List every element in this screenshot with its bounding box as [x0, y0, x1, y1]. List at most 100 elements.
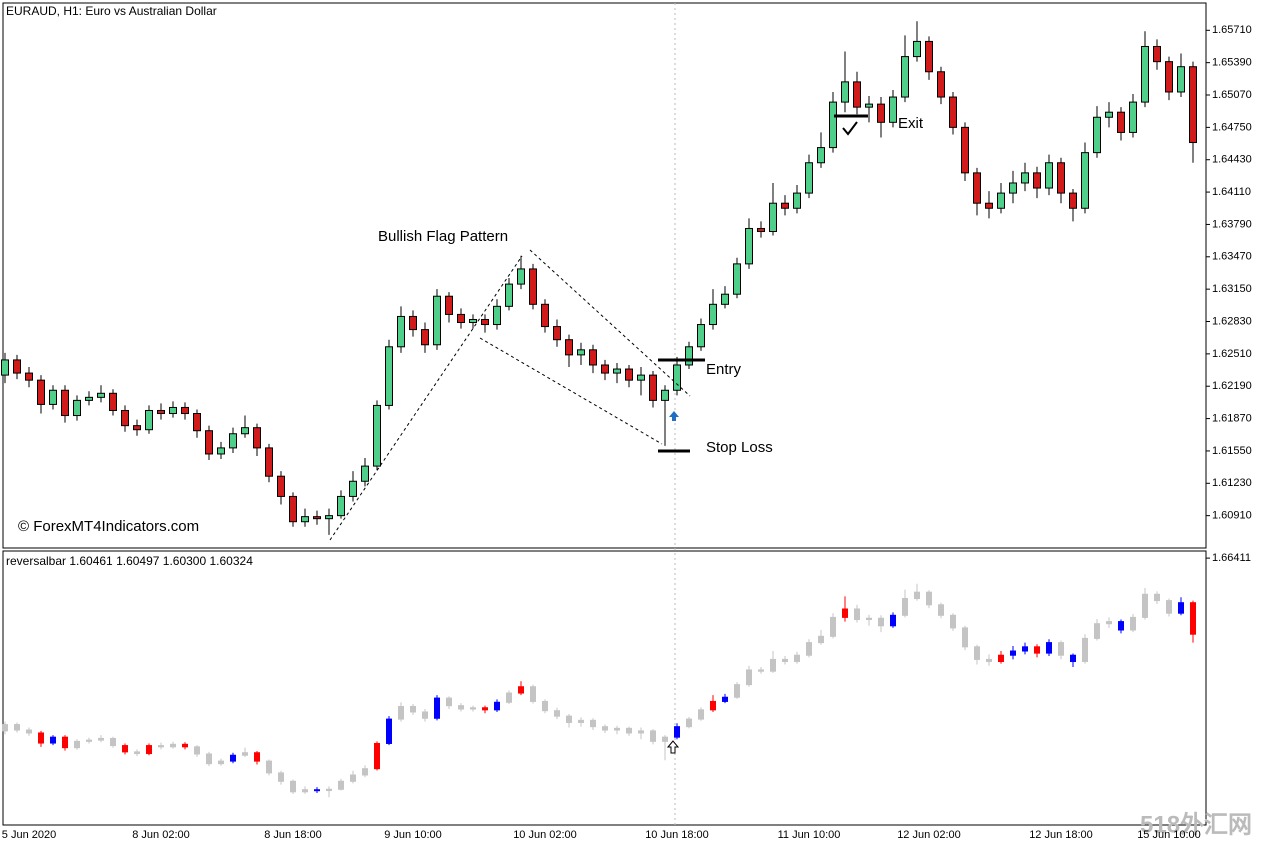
candle-body [158, 745, 164, 748]
candle-body [494, 701, 500, 711]
candle-body [901, 56, 909, 98]
candle-body [805, 162, 813, 194]
y-tick-label: 1.63150 [1212, 283, 1252, 295]
candle-body [925, 40, 933, 73]
candle-body [470, 707, 476, 710]
candle-body [421, 329, 429, 346]
candle-body [230, 754, 236, 762]
candle-body [530, 686, 536, 702]
candle-body [913, 40, 921, 58]
candle-body [169, 406, 177, 415]
x-tick-label: 11 Jun 10:00 [778, 829, 841, 841]
y-tick-label: 1.64750 [1212, 121, 1252, 133]
candle-body [1045, 162, 1053, 189]
buy-arrow [669, 411, 679, 421]
candle-body [733, 263, 741, 295]
candle-body [74, 740, 80, 749]
candle-body [709, 303, 717, 326]
candle-body [410, 705, 416, 713]
x-tick-label: 5 Jun 2020 [2, 829, 56, 841]
candle-body [1058, 642, 1064, 656]
candle-body [986, 658, 992, 663]
candle-body [902, 597, 908, 616]
candle-body [181, 406, 189, 415]
candle-body [853, 81, 861, 108]
candle-body [973, 172, 981, 204]
y-tick-label: 1.64430 [1212, 154, 1252, 166]
candle-body [830, 616, 836, 637]
candle-body [121, 409, 129, 427]
candle-body [50, 736, 56, 744]
candle-body [1033, 172, 1041, 189]
y-tick-label: 1.61870 [1212, 412, 1252, 424]
candle-body [26, 729, 32, 734]
candle-body [1130, 616, 1136, 631]
candle-body [1189, 66, 1197, 144]
candle-body [1094, 623, 1100, 639]
y-tick-label: 1.60910 [1212, 510, 1252, 522]
candle-body [170, 743, 176, 748]
candle-body [889, 96, 897, 123]
candle-body [1082, 637, 1088, 663]
candle-body [313, 516, 321, 520]
pattern-label: Bullish Flag Pattern [378, 228, 508, 245]
candle-body [578, 719, 584, 723]
candle-body [1106, 621, 1112, 625]
candle-body [613, 368, 621, 374]
candle-body [1105, 111, 1113, 118]
candle-body [961, 126, 969, 174]
candle-body [1190, 602, 1196, 635]
candle-body [206, 753, 212, 765]
y-tick-label: 1.65390 [1212, 57, 1252, 69]
y-tick-label: 1.62510 [1212, 348, 1252, 360]
candle-body [865, 103, 873, 108]
candle-body [637, 374, 645, 381]
x-tick-label: 12 Jun 02:00 [897, 829, 961, 841]
candle-body [782, 658, 788, 663]
candle-body [229, 433, 237, 449]
y-tick-label: 1.63790 [1212, 218, 1252, 230]
candle-body [710, 700, 716, 711]
candle-body [529, 268, 537, 305]
signal-arrow [666, 740, 680, 754]
y-tick-label: 1.61230 [1212, 477, 1252, 489]
y-tick-label: 1.65070 [1212, 89, 1252, 101]
candle-body [1034, 646, 1040, 654]
y-tick-label: 1.65710 [1212, 24, 1252, 36]
candle-body [469, 318, 477, 324]
candle-body [458, 705, 464, 710]
candle-body [62, 736, 68, 749]
candle-body [974, 646, 980, 660]
candle-body [541, 303, 549, 328]
candle-body [1178, 602, 1184, 614]
stop-label: Stop Loss [706, 439, 773, 456]
candle-body [409, 315, 417, 331]
candle-body [374, 742, 380, 770]
candle-body [85, 396, 93, 401]
candle-body [481, 318, 489, 326]
candle-body [457, 313, 465, 324]
candle-body [1046, 642, 1052, 654]
candle-body [601, 364, 609, 374]
candle-body [1117, 111, 1125, 133]
x-tick-label: 10 Jun 18:00 [645, 829, 709, 841]
candle-body [506, 692, 512, 703]
candle-body [1, 359, 9, 376]
candle-body [38, 732, 44, 744]
candle-body [518, 686, 524, 694]
candle-body [122, 745, 128, 753]
candle-body [2, 724, 8, 732]
candle-body [890, 614, 896, 627]
candle-body [757, 227, 765, 233]
candle-body [325, 515, 333, 520]
candle-body [253, 427, 261, 449]
candle-body [649, 374, 657, 401]
candle-body [1081, 152, 1089, 209]
candle-body [337, 495, 345, 517]
candle-body [1057, 162, 1065, 194]
candle-body [614, 727, 620, 731]
candle-body [49, 389, 57, 405]
candle-body [397, 315, 405, 348]
candle-body [338, 780, 344, 790]
